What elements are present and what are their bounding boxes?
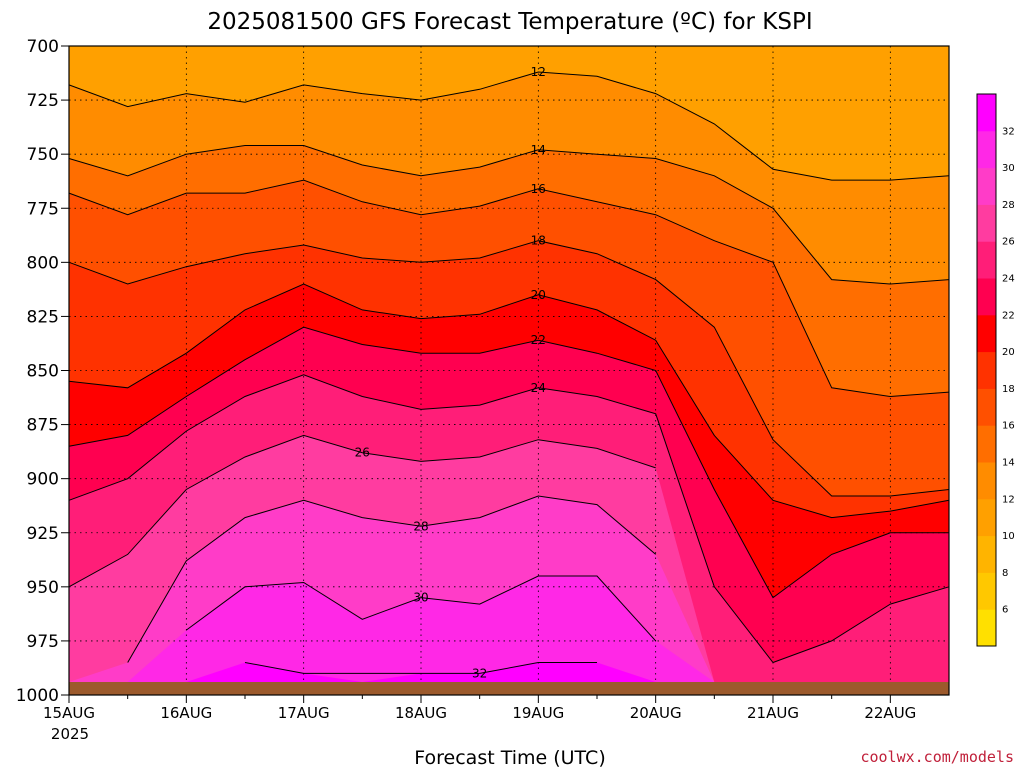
colorbar-swatch-32 (977, 94, 996, 132)
colorbar-tick-label-24: 24 (1002, 274, 1015, 285)
contour-line-16 (68, 179, 950, 398)
x-tick-label-17AUG: 17AUG (278, 704, 330, 722)
colorbar-swatch-8 (977, 535, 996, 573)
colorbar-tick-label-20: 20 (1002, 347, 1015, 358)
colorbar-swatch-4 (977, 609, 996, 647)
colorbar-swatch-22 (977, 278, 996, 316)
colorbar-tick-label-6: 6 (1002, 605, 1008, 616)
colorbar-swatch-6 (977, 572, 996, 610)
colorbar-tick-label-12: 12 (1002, 494, 1015, 505)
y-axis: 700 725 750 775 800 825 850 875 900 925 950 975 1000 (16, 37, 69, 706)
x-tick-label-19AUG: 19AUG (512, 704, 564, 722)
colorbar: 6 8 10 12 14 16 18 20 22 24 26 28 30 32 (976, 93, 1015, 647)
contour-label-24: 24 (531, 381, 546, 395)
ground-surface (69, 682, 949, 695)
contour-line-28 (127, 495, 657, 663)
temperature-band-32 (69, 662, 949, 682)
colorbar-swatch-28 (977, 167, 996, 205)
contour-line-26 (68, 434, 656, 588)
colorbar-swatch-12 (977, 462, 996, 500)
contour-line-20 (68, 283, 950, 519)
colorbar-tick-label-32: 32 (1002, 126, 1015, 137)
contour-label-32: 32 (472, 666, 487, 680)
y-tick-label-850: 850 (27, 362, 59, 382)
x-axis-year: 2025 (51, 725, 89, 743)
colorbar-tick-label-16: 16 (1002, 421, 1015, 432)
contour-label-22: 22 (531, 333, 546, 347)
contour-label-30: 30 (413, 591, 428, 605)
contour-line-12 (68, 71, 950, 181)
y-tick-label-775: 775 (27, 199, 59, 219)
contour-line-22 (68, 326, 949, 599)
colorbar-swatch-26 (977, 204, 996, 242)
colorbar-tick-label-26: 26 (1002, 237, 1015, 248)
colorbar-swatch-10 (977, 498, 996, 537)
y-tick-label-725: 725 (27, 91, 59, 111)
contour-label-14: 14 (531, 143, 546, 157)
colorbar-swatch-18 (977, 351, 996, 389)
contour-line-24 (68, 374, 950, 664)
colorbar-swatch-20 (977, 314, 996, 353)
y-tick-label-800: 800 (27, 253, 59, 273)
y-tick-label-900: 900 (27, 470, 59, 490)
colorbar-frame (976, 93, 997, 647)
y-tick-label-825: 825 (27, 307, 59, 327)
colorbar-tick-label-30: 30 (1002, 163, 1015, 174)
x-tick-label-20AUG: 20AUG (630, 704, 682, 722)
contour-label-20: 20 (531, 288, 546, 302)
colorbar-tick-label-18: 18 (1002, 384, 1015, 395)
x-tick-label-22AUG: 22AUG (864, 704, 916, 722)
credit-text[interactable]: coolwx.com/models (860, 748, 1014, 766)
colorbar-swatch-30 (977, 130, 996, 169)
contour-lines: 12 14 16 18 20 22 24 26 28 30 32 (68, 65, 950, 680)
contour-label-28: 28 (413, 519, 428, 533)
colorbar-tick-label-14: 14 (1002, 458, 1015, 469)
x-tick-label-21AUG: 21AUG (747, 704, 799, 722)
contour-label-18: 18 (531, 234, 546, 248)
y-tick-label-875: 875 (27, 416, 59, 436)
colorbar-tick-label-22: 22 (1002, 310, 1015, 321)
y-tick-label-750: 750 (27, 145, 59, 165)
y-tick-label-975: 975 (27, 632, 59, 652)
x-tick-label-15AUG: 15AUG (43, 704, 95, 722)
x-tick-label-18AUG: 18AUG (395, 704, 447, 722)
contour-label-12: 12 (531, 65, 546, 79)
plot-area (69, 46, 949, 695)
contour-label-16: 16 (531, 182, 546, 196)
contour-line-14 (68, 145, 950, 285)
contour-label-26: 26 (355, 446, 370, 460)
x-tick-label-16AUG: 16AUG (160, 704, 212, 722)
chart-title: 2025081500 GFS Forecast Temperature (ºC)… (207, 9, 812, 35)
colorbar-swatch-24 (977, 241, 996, 279)
colorbar-swatch-14 (977, 425, 996, 463)
colorbar-swatch-16 (977, 388, 996, 426)
y-tick-label-950: 950 (27, 578, 59, 598)
contour-line-18 (68, 240, 950, 497)
y-tick-label-925: 925 (27, 524, 59, 544)
contour-line-30 (186, 575, 657, 642)
x-axis-label: Forecast Time (UTC) (414, 747, 605, 768)
colorbar-tick-label-10: 10 (1002, 531, 1015, 542)
y-tick-label-1000: 1000 (16, 686, 59, 706)
colorbar-tick-label-28: 28 (1002, 200, 1015, 211)
x-axis: 15AUG 16AUG 17AUG 18AUG 19AUG 20AUG 21AUG 22AUG (43, 695, 916, 722)
y-tick-label-700: 700 (27, 37, 59, 57)
contour-line-32 (244, 662, 597, 674)
temperature-band-30 (69, 576, 949, 682)
colorbar-tick-label-8: 8 (1002, 568, 1008, 579)
gridlines (68, 46, 949, 682)
